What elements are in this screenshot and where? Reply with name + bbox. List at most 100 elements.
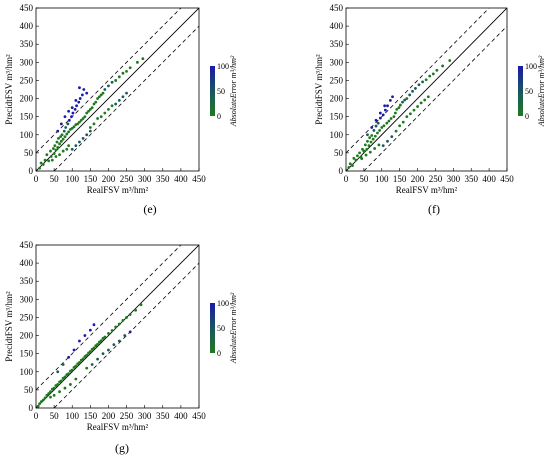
colorbar-tick-label: 50 <box>525 87 533 96</box>
x-tick-label: 50 <box>359 174 369 184</box>
data-point <box>356 154 359 158</box>
identity-line <box>36 8 199 171</box>
data-point <box>64 126 68 129</box>
y-tick-label: 150 <box>20 112 34 122</box>
data-point <box>386 104 389 108</box>
data-point <box>419 101 423 105</box>
y-axis-label: PrecidtFSV m³/hm² <box>4 54 14 125</box>
data-point <box>67 109 70 113</box>
data-point <box>59 139 63 143</box>
data-point <box>360 157 364 161</box>
data-point <box>373 134 377 138</box>
data-point <box>74 364 78 368</box>
data-point <box>66 122 70 126</box>
chart-panel-1: 0 50 100 150 200 250 300 350 400 4500501001502002… <box>314 3 546 216</box>
data-point <box>79 118 83 122</box>
data-point <box>92 122 96 126</box>
data-point <box>372 129 376 132</box>
data-point <box>61 137 65 141</box>
data-point <box>107 108 110 111</box>
y-tick-label: 350 <box>20 39 34 49</box>
data-point <box>83 334 87 337</box>
upper-band-line <box>36 8 182 154</box>
x-tick-label: 300 <box>138 411 152 421</box>
data-point <box>54 148 58 152</box>
data-point <box>45 393 49 397</box>
data-point <box>50 158 54 162</box>
data-point <box>83 115 87 119</box>
scatter-points <box>36 303 143 408</box>
data-point <box>67 372 70 375</box>
data-point <box>59 379 63 383</box>
data-point <box>386 139 389 143</box>
data-point <box>41 398 45 402</box>
data-point <box>369 140 373 144</box>
x-tick-label: 0 <box>344 174 349 184</box>
data-point <box>101 91 105 95</box>
data-point <box>378 111 382 115</box>
data-point <box>103 335 107 339</box>
data-point <box>73 108 77 111</box>
data-point <box>392 115 396 119</box>
data-point <box>85 366 89 370</box>
data-point <box>58 153 61 157</box>
data-point <box>398 124 402 128</box>
data-point <box>103 88 107 91</box>
x-axis-label: RealFSV m³/hm² <box>87 422 149 432</box>
y-tick-label: 100 <box>330 130 344 140</box>
data-point <box>81 117 85 120</box>
data-point <box>112 343 116 347</box>
data-point <box>363 143 367 147</box>
colorbar <box>210 66 215 116</box>
data-point <box>381 144 385 148</box>
data-point <box>85 133 89 137</box>
data-point <box>370 126 374 129</box>
x-axis-label: RealFSV m³/hm² <box>396 185 458 195</box>
data-point <box>81 357 85 361</box>
data-point <box>114 102 118 106</box>
data-point <box>366 133 369 137</box>
x-tick-label: 300 <box>447 174 461 184</box>
data-point <box>110 80 114 84</box>
data-point <box>49 155 53 158</box>
data-point <box>128 66 132 70</box>
x-tick-label: 100 <box>375 174 389 184</box>
data-point <box>117 322 121 326</box>
x-tick-label: 350 <box>464 174 478 184</box>
data-point <box>401 100 404 104</box>
data-point <box>92 323 96 327</box>
y-tick-label: 250 <box>20 312 34 322</box>
data-point <box>88 126 92 129</box>
data-point <box>62 129 66 133</box>
data-point <box>110 104 114 108</box>
data-point <box>78 339 81 343</box>
colorbar-tick-label: 0 <box>217 112 221 121</box>
x-tick-label: 150 <box>84 411 98 421</box>
colorbar-label: AbsoluteError m³/hm² <box>229 292 238 364</box>
data-point <box>385 121 389 125</box>
data-point <box>67 118 71 122</box>
data-point <box>398 103 402 107</box>
colorbar-tick-label: 50 <box>217 87 225 96</box>
data-point <box>43 158 47 162</box>
data-point <box>63 375 67 379</box>
data-point <box>88 108 92 111</box>
data-point <box>393 111 397 115</box>
data-point <box>348 162 352 166</box>
data-point <box>405 115 409 119</box>
colorbar-tick-label: 0 <box>217 349 221 358</box>
data-point <box>117 75 121 79</box>
data-point <box>82 88 86 91</box>
data-point <box>383 104 387 108</box>
y-axis-label: PrecidtFSV m³/hm² <box>4 291 14 362</box>
colorbar <box>518 66 523 116</box>
data-point <box>374 124 378 128</box>
data-point <box>368 136 372 140</box>
data-point <box>88 129 92 133</box>
data-point <box>67 144 70 148</box>
data-point <box>90 106 94 110</box>
data-point <box>117 98 121 102</box>
data-point <box>391 95 394 99</box>
data-point <box>85 91 89 95</box>
y-tick-label: 450 <box>20 240 34 250</box>
